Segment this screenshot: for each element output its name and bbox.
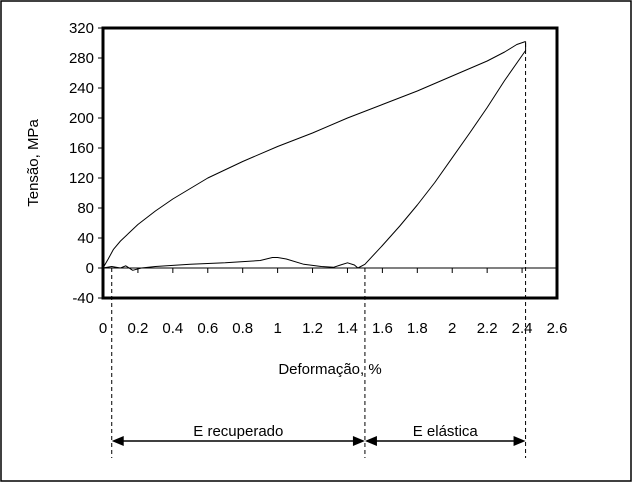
span-arrowhead-right xyxy=(513,436,526,446)
y-tick-label: 280 xyxy=(69,50,94,67)
series-line-3 xyxy=(102,257,359,271)
y-axis-ticks: -40 0 40 80 120 160 200 240 280 320 xyxy=(69,20,103,307)
y-tick-label: 240 xyxy=(69,80,94,97)
x-tick-label: 2.6 xyxy=(547,320,568,337)
y-tick-label: 120 xyxy=(69,170,94,187)
y-tick-label: -40 xyxy=(72,290,94,307)
x-tick-label: 1.6 xyxy=(372,320,393,337)
guide-lines xyxy=(111,43,527,458)
x-axis-label: Deformação, % xyxy=(278,361,381,378)
y-tick-label: 320 xyxy=(69,20,94,37)
x-tick-label: 0.4 xyxy=(162,320,183,337)
span-arrowhead-left xyxy=(111,436,124,446)
x-tick-label: 1.4 xyxy=(337,320,358,337)
x-tick-label: 1 xyxy=(273,320,281,337)
range-annotations: E recuperado E elástica xyxy=(111,423,526,446)
x-tick-label: 0.8 xyxy=(232,320,253,337)
y-tick-label: 0 xyxy=(86,260,94,277)
x-tick-label: 0 xyxy=(99,320,107,337)
span-label: E recuperado xyxy=(193,423,283,440)
x-axis-ticks: 0 0.2 0.4 0.6 0.8 1 1.2 1.4 1.6 1.8 2 2.2 2.4 2.6 xyxy=(99,268,568,337)
plot-area xyxy=(101,26,559,300)
x-tick-label: 0.2 xyxy=(127,320,148,337)
y-tick-label: 40 xyxy=(77,230,94,247)
x-tick-label: 1.8 xyxy=(407,320,428,337)
span-label: E elástica xyxy=(413,423,479,440)
x-tick-label: 0.6 xyxy=(197,320,218,337)
y-axis-label: Tensão, MPa xyxy=(25,119,42,207)
span-arrowhead-left xyxy=(364,436,377,446)
series-line-2 xyxy=(357,41,527,269)
x-tick-label: 1.2 xyxy=(302,320,323,337)
series-line-1 xyxy=(102,41,526,269)
data-series xyxy=(102,41,527,271)
x-tick-label: 2.2 xyxy=(477,320,498,337)
span-arrowhead-right xyxy=(352,436,365,446)
y-tick-label: 200 xyxy=(69,110,94,127)
y-tick-label: 80 xyxy=(77,200,94,217)
x-tick-label: 2.4 xyxy=(512,320,533,337)
y-tick-label: 160 xyxy=(69,140,94,157)
x-tick-label: 2 xyxy=(448,320,456,337)
